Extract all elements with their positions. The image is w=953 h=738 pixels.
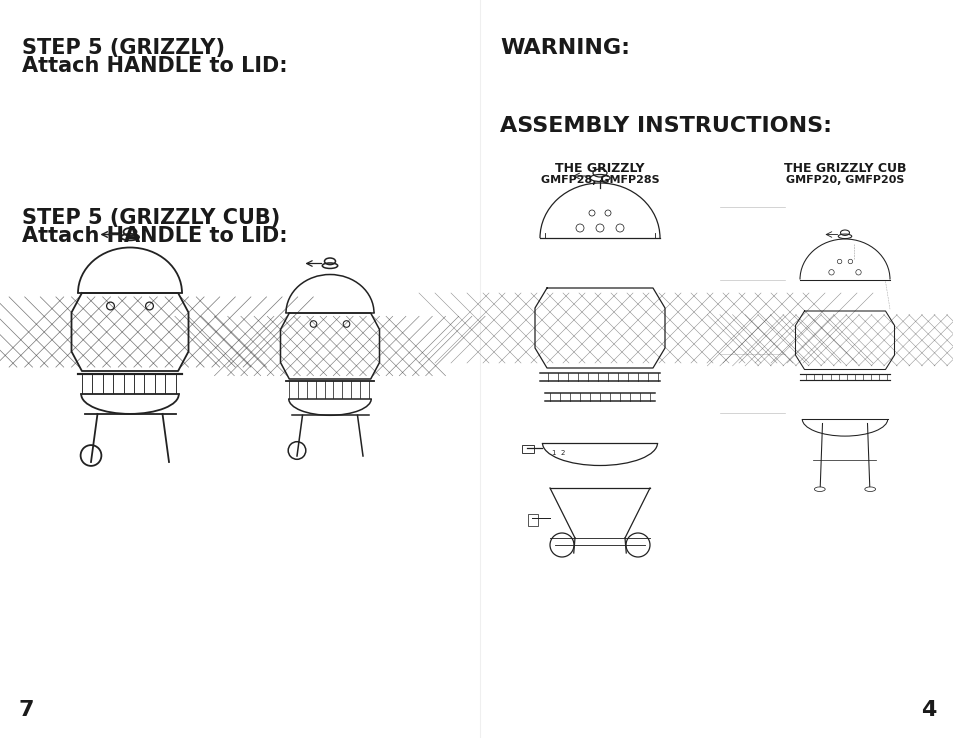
- Bar: [522, 445, 534, 453]
- Text: WARNING:: WARNING:: [499, 38, 629, 58]
- Text: 7: 7: [18, 700, 33, 720]
- Text: Attach HANDLE to LID:: Attach HANDLE to LID:: [22, 226, 287, 246]
- Text: THE GRIZZLY CUB: THE GRIZZLY CUB: [783, 162, 905, 175]
- Text: GMFP20, GMFP20S: GMFP20, GMFP20S: [785, 175, 903, 185]
- Text: Attach HANDLE to LID:: Attach HANDLE to LID:: [22, 56, 287, 76]
- Text: STEP 5 (GRIZZLY): STEP 5 (GRIZZLY): [22, 38, 225, 58]
- Text: ASSEMBLY INSTRUCTIONS:: ASSEMBLY INSTRUCTIONS:: [499, 116, 831, 136]
- Text: THE GRIZZLY: THE GRIZZLY: [555, 162, 644, 175]
- Text: 4: 4: [920, 700, 935, 720]
- Text: 1  2: 1 2: [552, 450, 565, 456]
- Bar: [527, 514, 537, 526]
- Text: STEP 5 (GRIZZLY CUB): STEP 5 (GRIZZLY CUB): [22, 208, 280, 228]
- Text: GMFP28, GMFP28S: GMFP28, GMFP28S: [540, 175, 659, 185]
